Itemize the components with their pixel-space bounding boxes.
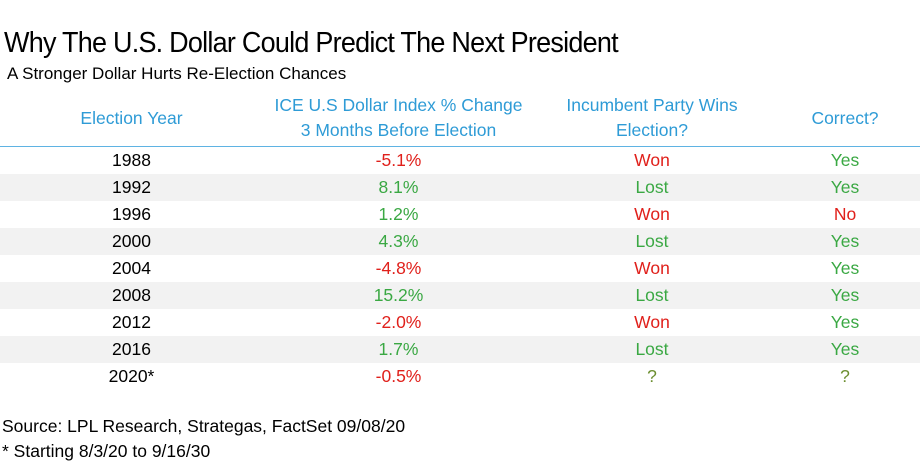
cell-dollar-change: 15.2% <box>263 282 534 309</box>
cell-correct: ? <box>840 366 850 386</box>
table-row: 2000 4.3% Lost Yes <box>0 228 920 255</box>
cell-correct: Yes <box>770 228 920 255</box>
table-row: 2020* -0.5%?? <box>0 363 920 390</box>
cell-incumbent-result: Lost <box>534 228 770 255</box>
table-header-row: Election Year ICE U.S Dollar Index % Cha… <box>0 90 920 147</box>
source-note: Source: LPL Research, Strategas, FactSet… <box>2 416 406 436</box>
header-dollar-change: ICE U.S Dollar Index % Change 3 Months B… <box>263 90 534 147</box>
cell-correct: Yes <box>770 174 920 201</box>
cell-correct: Yes <box>830 150 860 170</box>
cell-incumbent-result: Won <box>634 150 670 170</box>
table-row: 1992 8.1% Lost Yes <box>0 174 920 201</box>
cell-year: 2000 <box>0 228 263 255</box>
cell-dollar-change: -0.5% <box>375 366 422 386</box>
cell-incumbent-result: Won <box>634 312 670 332</box>
cell-correct: Yes <box>770 336 920 363</box>
table-row: 2004 -4.8% Won Yes <box>0 255 920 282</box>
table-body: 1988 -5.1% Won Yes 1992 8.1% Lost Yes 1996 1.2% Wo… <box>0 147 920 391</box>
cell-year: 2004 <box>112 258 151 278</box>
cell-year: 2008 <box>0 282 263 309</box>
header-incumbent-wins: Incumbent Party Wins Election? <box>534 90 770 147</box>
table-row: 1996 1.2% Won No <box>0 201 920 228</box>
cell-year: 1988 <box>112 150 151 170</box>
cell-dollar-change: -5.1% <box>375 150 422 170</box>
cell-incumbent-result: Won <box>634 204 670 224</box>
table-row: 2008 15.2% Lost Yes <box>0 282 920 309</box>
cell-incumbent-result: Lost <box>534 336 770 363</box>
table-row: 2012 -2.0% Won Yes <box>0 309 920 336</box>
cell-year: 2012 <box>112 312 151 332</box>
cell-correct: Yes <box>830 312 860 332</box>
table-row: 1988 -5.1% Won Yes <box>0 147 920 175</box>
header-incumbent-wins-label: Incumbent Party Wins Election? <box>566 95 738 140</box>
cell-year: 1992 <box>0 174 263 201</box>
cell-correct: Yes <box>830 258 860 278</box>
chart-title: Why The U.S. Dollar Could Predict The Ne… <box>4 27 619 59</box>
cell-incumbent-result: Won <box>634 258 670 278</box>
table-row: 2016 1.7% Lost Yes <box>0 336 920 363</box>
cell-year: 2020* <box>108 366 155 386</box>
cell-incumbent-result: ? <box>647 366 657 386</box>
header-dollar-change-label: ICE U.S Dollar Index % Change 3 Months B… <box>274 95 523 140</box>
election-table: Election Year ICE U.S Dollar Index % Cha… <box>0 90 920 390</box>
cell-correct: No <box>833 204 857 224</box>
cell-dollar-change: 4.3% <box>263 228 534 255</box>
header-correct: Correct? <box>770 90 920 147</box>
cell-dollar-change: -4.8% <box>375 258 422 278</box>
cell-year: 1996 <box>112 204 151 224</box>
cell-incumbent-result: Lost <box>534 174 770 201</box>
header-election-year: Election Year <box>0 90 263 147</box>
cell-incumbent-result: Lost <box>534 282 770 309</box>
cell-dollar-change: 8.1% <box>263 174 534 201</box>
chart-subtitle: A Stronger Dollar Hurts Re-Election Chan… <box>7 64 347 83</box>
footnote: * Starting 8/3/20 to 9/16/30 <box>2 441 211 461</box>
cell-correct: Yes <box>770 282 920 309</box>
cell-year: 2016 <box>0 336 263 363</box>
cell-dollar-change: 1.7% <box>263 336 534 363</box>
cell-dollar-change: 1.2% <box>378 204 419 224</box>
cell-dollar-change: -2.0% <box>375 312 422 332</box>
